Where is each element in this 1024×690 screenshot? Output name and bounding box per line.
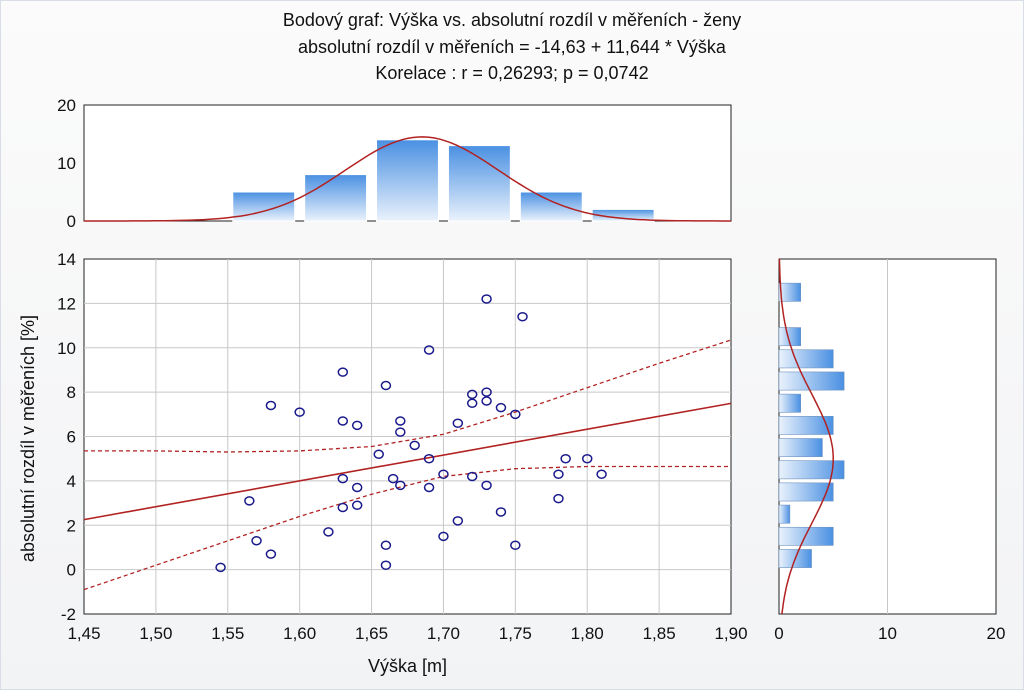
y-histogram-bar <box>778 282 802 302</box>
chart-title: Bodový graf: Výška vs. absolutní rozdíl … <box>282 10 742 30</box>
y-histogram-bar <box>778 371 845 391</box>
scatter-point <box>323 527 334 537</box>
y-tick-label: -2 <box>61 605 76 624</box>
y-histogram-bar <box>778 349 834 369</box>
x-histogram-bar <box>232 191 296 222</box>
y-histogram-bar <box>778 393 802 413</box>
scatter-point <box>395 480 406 491</box>
scatter-point <box>387 473 399 484</box>
chart-subtitle-correlation: Korelace : r = 0,26293; p = 0,0742 <box>375 63 649 83</box>
scatter-point <box>265 400 277 411</box>
y-histogram-tick-label: 0 <box>774 624 783 643</box>
y-histogram-tick-label: 20 <box>987 624 1006 643</box>
x-tick-label: 1,65 <box>355 624 388 643</box>
scatter-point <box>466 471 478 482</box>
x-tick-label: 1,75 <box>499 624 532 643</box>
x-histogram-normal-fit <box>84 136 731 222</box>
scatter-point <box>409 440 420 451</box>
scatter-point <box>380 380 392 391</box>
chart-subtitle-equation: absolutní rozdíl v měřeních = -14,63 + 1… <box>298 37 726 57</box>
x-histogram-tick-label: 0 <box>67 212 76 231</box>
scatter-point <box>481 294 492 304</box>
scatter-point <box>337 473 349 484</box>
x-tick-label: 1,90 <box>714 624 747 643</box>
scatter-point <box>581 453 593 464</box>
scatter-point <box>481 480 492 491</box>
scatter-point <box>337 416 349 426</box>
x-histogram-tick-label: 10 <box>57 154 76 173</box>
x-tick-label: 1,80 <box>571 624 604 643</box>
x-tick-label: 1,50 <box>139 624 172 643</box>
scatter-point <box>452 418 464 428</box>
x-tick-label: 1,60 <box>283 624 316 643</box>
x-tick-label: 1,45 <box>67 624 100 643</box>
y-axis-title: absolutní rozdíl v měřeních [%] <box>18 315 38 562</box>
scatter-point <box>337 367 349 377</box>
confidence-band-upper <box>84 339 732 453</box>
y-histogram-normal-fit <box>778 258 834 615</box>
scatter-point <box>395 416 406 426</box>
scatter-point <box>294 407 305 417</box>
scatter-point <box>553 493 564 504</box>
y-tick-label: 6 <box>67 428 76 447</box>
y-histogram-tick-label: 10 <box>878 624 897 643</box>
x-tick-label: 1,55 <box>211 624 244 643</box>
x-axis-title: Výška [m] <box>368 656 447 676</box>
scatter-point <box>466 398 478 408</box>
y-histogram-bar <box>778 482 834 502</box>
scatter-point <box>452 516 464 526</box>
scatter-point <box>466 389 478 400</box>
scatter-point <box>351 500 363 511</box>
y-histogram-bar <box>778 416 834 435</box>
scatter-point <box>517 311 528 322</box>
scatter-point <box>423 345 435 355</box>
y-tick-label: 8 <box>67 383 76 402</box>
scatter-point <box>510 540 521 550</box>
scatter-point <box>510 409 521 420</box>
x-tick-label: 1,85 <box>643 624 676 643</box>
y-tick-label: 4 <box>67 472 76 491</box>
scatter-point <box>438 531 449 542</box>
scatter-point <box>337 502 349 513</box>
y-tick-label: 10 <box>57 339 76 358</box>
x-histogram-bar <box>519 191 583 222</box>
scatter-point <box>380 560 392 570</box>
scatter-point <box>495 507 507 517</box>
x-histogram-tick-label: 20 <box>57 96 76 115</box>
scatter-point <box>495 402 507 413</box>
scatter-point <box>380 540 392 550</box>
x-tick-label: 1,70 <box>427 624 460 643</box>
scatter-point <box>438 469 449 479</box>
scatter-point <box>481 396 492 406</box>
y-tick-label: 12 <box>57 294 76 313</box>
y-tick-label: 14 <box>57 250 76 269</box>
y-histogram-bar <box>778 438 823 457</box>
scatter-point <box>423 453 435 464</box>
x-histogram-bar <box>376 139 439 222</box>
scatter-point <box>251 536 262 546</box>
scatter-point <box>215 562 226 573</box>
scatter-point <box>481 387 492 397</box>
x-histogram-bar <box>304 174 368 222</box>
scatter-point <box>351 420 363 431</box>
scatter-point <box>423 482 435 493</box>
scatter-point <box>596 469 607 479</box>
scatter-point <box>265 549 277 559</box>
y-histogram-bar <box>778 526 834 546</box>
y-tick-label: 2 <box>67 516 76 535</box>
y-histogram-bar <box>778 504 791 524</box>
scatter-point <box>244 496 255 506</box>
scatter-point <box>373 449 384 459</box>
scatter-point <box>395 427 406 437</box>
scatter-point <box>560 453 571 464</box>
y-histogram-bar <box>778 460 845 480</box>
regression-line <box>83 402 732 521</box>
y-tick-label: 0 <box>67 561 76 580</box>
confidence-band-lower <box>83 465 731 591</box>
scatter-point <box>553 469 564 479</box>
x-histogram-bar <box>591 208 655 222</box>
scatter-point <box>351 482 363 493</box>
